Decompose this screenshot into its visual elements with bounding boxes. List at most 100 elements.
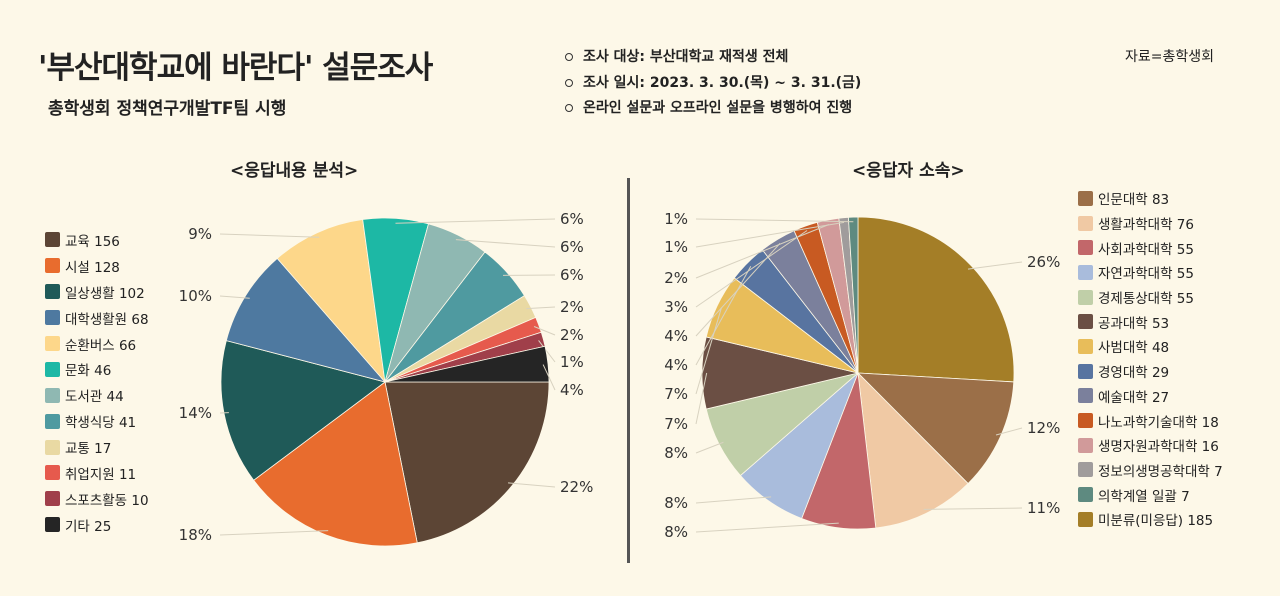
percent-label: 14% bbox=[179, 404, 212, 422]
legend-label: 미분류(미응답) 185 bbox=[1098, 513, 1214, 530]
percent-label: 1% bbox=[664, 210, 688, 228]
legend-label: 기타 25 bbox=[65, 518, 112, 535]
legend-label: 취업지원 11 bbox=[65, 466, 137, 483]
pie-slice-미분류(미응답) bbox=[857, 216, 1015, 383]
percent-label: 26% bbox=[1027, 253, 1060, 271]
legend-label: 생명자원과학대학 16 bbox=[1098, 439, 1219, 456]
leader-line bbox=[695, 372, 708, 425]
legend-swatch bbox=[45, 258, 60, 274]
legend-item: 기타 25 bbox=[45, 512, 149, 538]
leader-line bbox=[395, 218, 556, 224]
pie-slice-시설 bbox=[253, 381, 418, 547]
legend-item: 학생식당 41 bbox=[45, 408, 149, 434]
percent-label: 8% bbox=[664, 494, 688, 512]
leader-line bbox=[695, 224, 830, 279]
leader-line bbox=[695, 221, 845, 248]
percent-label: 6% bbox=[560, 238, 584, 256]
legend-swatch bbox=[45, 465, 60, 481]
percent-label: 12% bbox=[1027, 419, 1060, 437]
leader-line bbox=[455, 239, 556, 248]
legend-label: 경제통상대학 55 bbox=[1098, 291, 1194, 308]
legend-item: 자연과학대학 55 bbox=[1078, 260, 1223, 285]
percent-label: 4% bbox=[664, 327, 688, 345]
legend-item: 교육 156 bbox=[45, 227, 149, 253]
legend-label: 인문대학 83 bbox=[1098, 192, 1170, 209]
legend-swatch bbox=[45, 413, 60, 429]
info-text: 온라인 설문과 오프라인 설문을 병행하여 진행 bbox=[583, 100, 853, 116]
legend-item: 정보의생명공학대학 7 bbox=[1078, 458, 1223, 483]
legend-label: 스포츠활동 10 bbox=[65, 492, 149, 509]
pie-slice-순환버스 bbox=[276, 219, 386, 384]
percent-label: 9% bbox=[188, 225, 212, 243]
page-title: '부산대학교에 바란다' 설문조사 bbox=[38, 50, 433, 86]
leader-line bbox=[219, 233, 320, 238]
legend-swatch bbox=[1078, 338, 1093, 354]
legend-item: 경제통상대학 55 bbox=[1078, 285, 1223, 310]
leader-line bbox=[219, 530, 329, 536]
legend-label: 사범대학 48 bbox=[1098, 340, 1170, 357]
legend-swatch bbox=[1078, 314, 1093, 330]
legend-swatch bbox=[1078, 437, 1093, 453]
leader-line bbox=[695, 218, 854, 223]
legend-label: 일상생활 102 bbox=[65, 285, 145, 302]
leader-line bbox=[695, 230, 808, 308]
percent-label: 2% bbox=[664, 269, 688, 287]
legend-swatch bbox=[1078, 462, 1093, 478]
pie-slice-일상생활 bbox=[220, 340, 386, 481]
legend-label: 대학생활원 68 bbox=[65, 311, 149, 328]
percent-label: 4% bbox=[664, 356, 688, 374]
legend-label: 시설 128 bbox=[65, 259, 120, 276]
leader-line bbox=[695, 265, 752, 366]
legend-swatch bbox=[45, 232, 60, 248]
legend-item: 생명자원과학대학 16 bbox=[1078, 433, 1223, 458]
leader-line bbox=[542, 364, 556, 391]
legend-label: 나노과학기술대학 18 bbox=[1098, 414, 1219, 431]
legend-item: 인문대학 83 bbox=[1078, 186, 1223, 211]
leader-line bbox=[967, 261, 1023, 270]
leader-line bbox=[508, 482, 556, 488]
legend-swatch bbox=[45, 439, 60, 455]
leader-line bbox=[695, 441, 724, 454]
percent-label: 7% bbox=[664, 415, 688, 433]
legend-swatch bbox=[1078, 413, 1093, 429]
bullet-icon bbox=[565, 104, 573, 112]
legend-item: 시설 128 bbox=[45, 253, 149, 279]
percent-label: 2% bbox=[560, 298, 584, 316]
percent-label: 4% bbox=[560, 381, 584, 399]
legend-swatch bbox=[45, 284, 60, 300]
legend-label: 순환버스 66 bbox=[65, 337, 137, 354]
percent-label: 3% bbox=[664, 298, 688, 316]
legend-item: 일상생활 102 bbox=[45, 279, 149, 305]
source-note: 자료=총학생회 bbox=[1125, 49, 1215, 65]
info-line: 조사 대상: 부산대학교 재적생 전체 bbox=[565, 46, 788, 66]
legend-swatch bbox=[1078, 289, 1093, 305]
legend-label: 정보의생명공학대학 7 bbox=[1098, 463, 1223, 480]
legend-label: 생활과학대학 76 bbox=[1098, 217, 1194, 234]
percent-label: 8% bbox=[664, 523, 688, 541]
legend-label: 공과대학 53 bbox=[1098, 315, 1170, 332]
percent-label: 10% bbox=[179, 287, 212, 305]
percent-label: 8% bbox=[664, 444, 688, 462]
legend-item: 예술대학 27 bbox=[1078, 384, 1223, 409]
chart-title-right: <응답자 소속> bbox=[852, 161, 965, 181]
percent-label: 7% bbox=[664, 385, 688, 403]
leader-line bbox=[526, 306, 556, 310]
legend-item: 스포츠활동 10 bbox=[45, 486, 149, 512]
pie-slice-의학계열 일괄 bbox=[847, 216, 859, 374]
percent-label: 22% bbox=[560, 478, 593, 496]
legend-swatch bbox=[1078, 487, 1093, 503]
legend-label: 경영대학 29 bbox=[1098, 365, 1170, 382]
leader-line bbox=[695, 522, 839, 533]
legend-swatch bbox=[1078, 240, 1093, 256]
legend-swatch bbox=[45, 517, 60, 533]
percent-label: 1% bbox=[560, 353, 584, 371]
percent-label: 6% bbox=[560, 266, 584, 284]
leader-line bbox=[219, 295, 250, 299]
legend-item: 나노과학기술대학 18 bbox=[1078, 408, 1223, 433]
info-line: 조사 일시: 2023. 3. 30.(목) ~ 3. 31.(금) bbox=[565, 72, 861, 92]
legend-item: 미분류(미응답) 185 bbox=[1078, 507, 1223, 532]
legend-item: 대학생활원 68 bbox=[45, 305, 149, 331]
chart-title-left: <응답내용 분석> bbox=[230, 161, 359, 181]
legend-item: 취업지원 11 bbox=[45, 460, 149, 486]
legend-item: 의학계열 일괄 7 bbox=[1078, 482, 1223, 507]
